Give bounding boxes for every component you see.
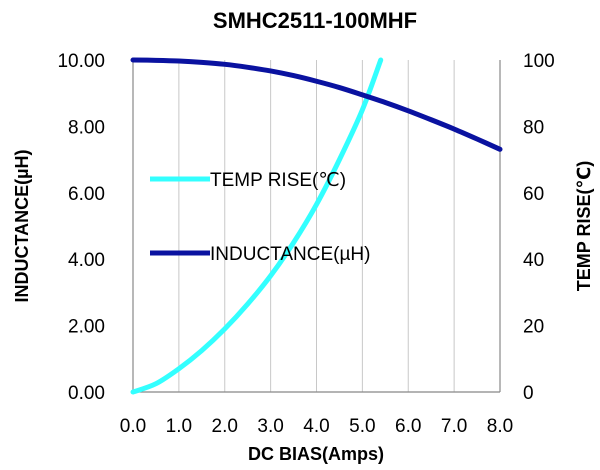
x-tick-label: 8.0	[487, 416, 513, 437]
x-axis-title: DC BIAS(Amps)	[248, 444, 384, 464]
y-tick-label: 6.00	[68, 184, 105, 205]
series-line-inductance	[130, 57, 503, 152]
x-tick-label: 7.0	[441, 416, 467, 437]
legend-label-temp-rise: TEMP RISE(℃)	[210, 170, 346, 191]
y2-tick-label: 80	[523, 117, 544, 138]
y2-axis-title: TEMP RISE(℃)	[574, 161, 594, 291]
y-tick-label: 10.00	[57, 51, 105, 72]
x-tick-labels: 0.0 1.0 2.0 3.0 4.0 5.0 6.0 7.0 8.0	[120, 416, 513, 437]
series-line-temp-rise	[130, 57, 384, 395]
x-tick-label: 4.0	[303, 416, 329, 437]
y-tick-labels: 0.00 2.00 4.00 6.00 8.00 10.00	[57, 51, 105, 404]
x-tick-label: 1.0	[166, 416, 192, 437]
y-tick-label: 4.00	[68, 250, 105, 271]
y-tick-label: 2.00	[68, 317, 105, 338]
y2-tick-label: 20	[523, 317, 544, 338]
axes	[132, 60, 501, 393]
x-tick-label: 0.0	[120, 416, 146, 437]
y2-tick-labels: 0 20 40 60 80 100	[523, 51, 555, 404]
x-tick-label: 6.0	[395, 416, 421, 437]
y-tick-label: 0.00	[68, 383, 105, 404]
y-tick-label: 8.00	[68, 117, 105, 138]
chart-title: SMHC2511-100MHF	[213, 8, 417, 33]
y2-tick-label: 0	[523, 383, 534, 404]
legend: TEMP RISE(℃) INDUCTANCE(µH)	[150, 170, 370, 265]
y-axis-title: INDUCTANCE(µH)	[12, 149, 32, 302]
grid-lines	[178, 60, 455, 392]
legend-label-inductance: INDUCTANCE(µH)	[210, 244, 370, 265]
x-tick-label: 5.0	[349, 416, 375, 437]
y2-tick-label: 60	[523, 184, 544, 205]
x-tick-label: 3.0	[257, 416, 283, 437]
y2-tick-label: 100	[523, 51, 555, 72]
series-lines	[130, 57, 503, 395]
y2-tick-label: 40	[523, 250, 544, 271]
x-tick-label: 2.0	[212, 416, 238, 437]
